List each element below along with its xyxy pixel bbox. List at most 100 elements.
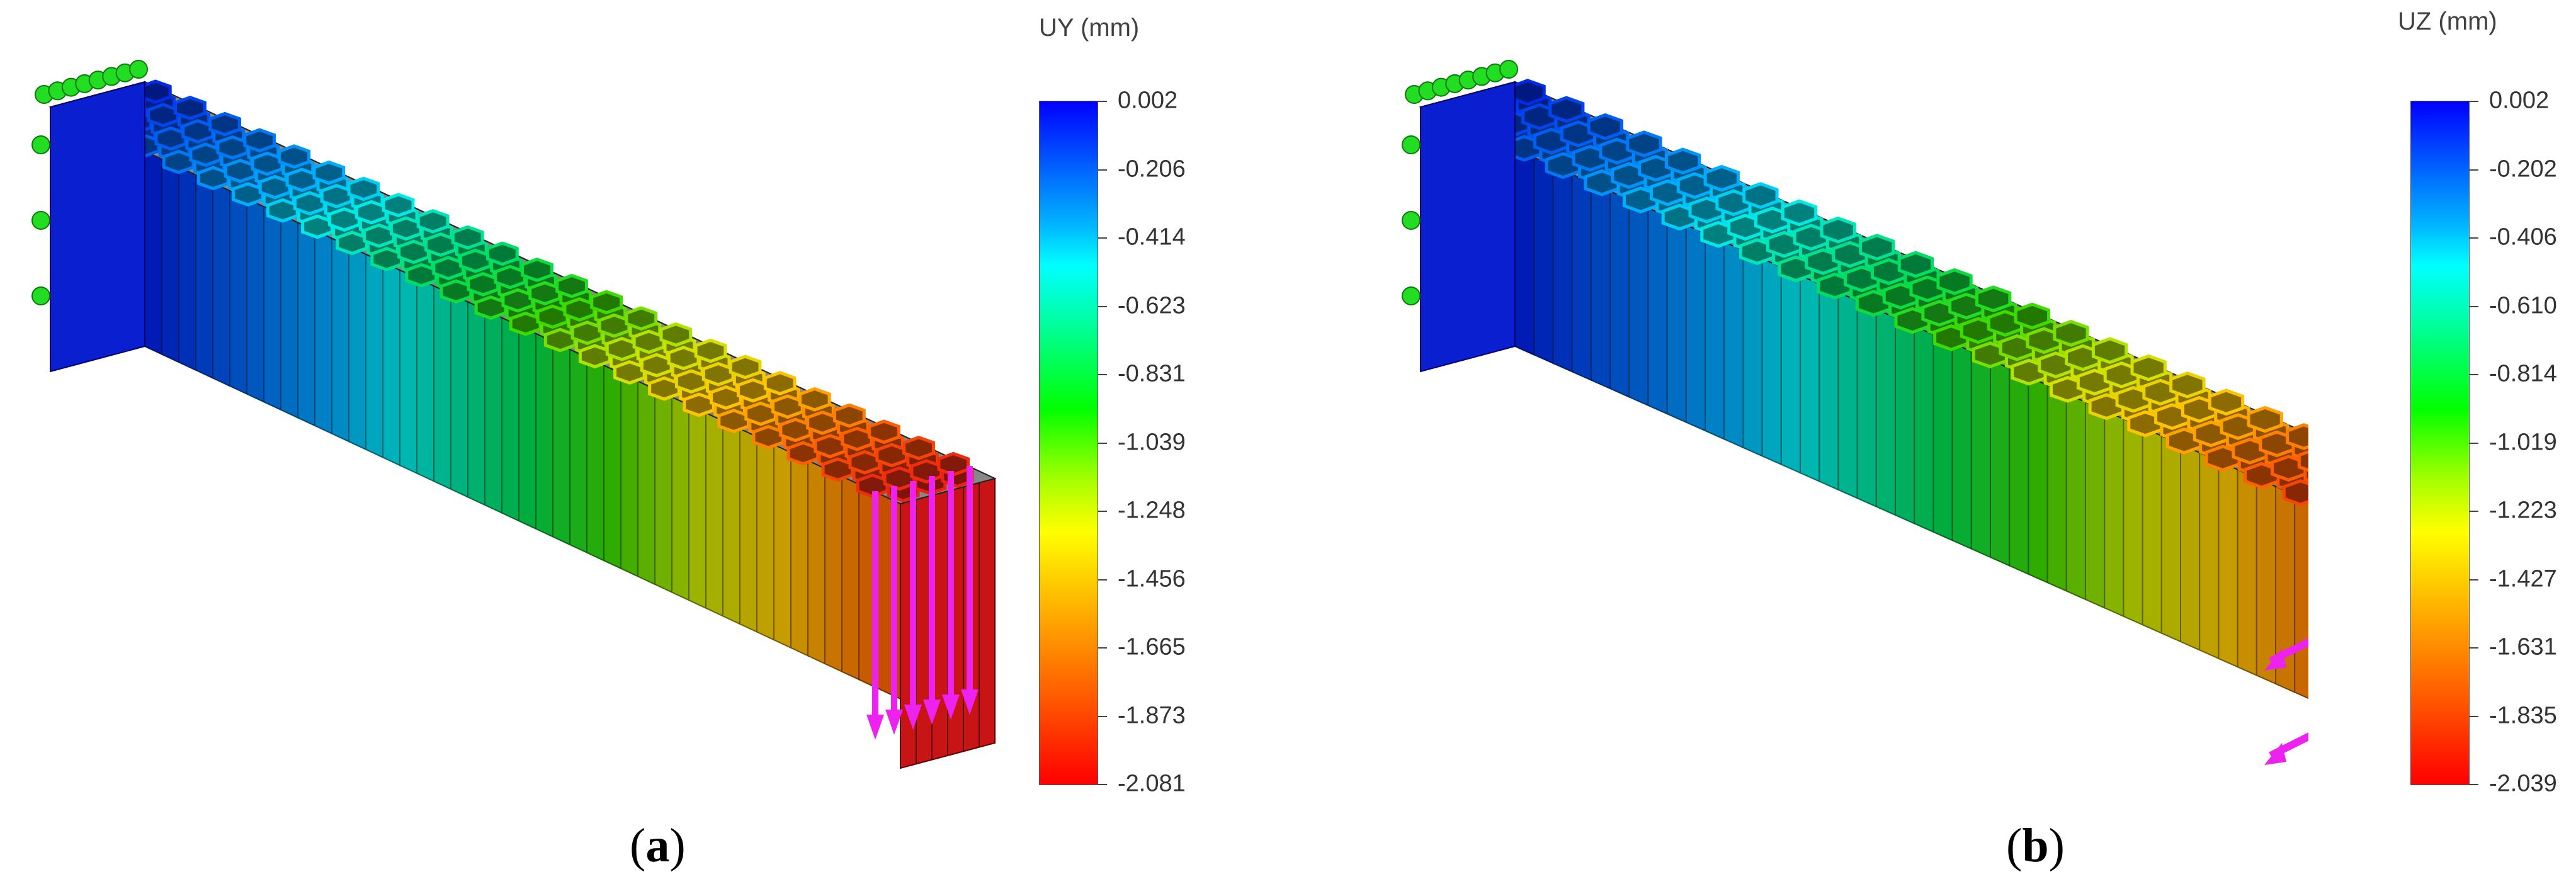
- scale-tick-label: -0.406: [2489, 224, 2557, 251]
- scale-tick-label: 0.002: [2489, 87, 2550, 114]
- load-arrow: [2269, 638, 2308, 665]
- load-arrow-head: [885, 710, 903, 735]
- scale-tick-mark: [1098, 101, 1107, 102]
- load-arrow-head: [923, 700, 941, 725]
- scale-tick-mark: [2470, 647, 2478, 649]
- scale-tick-mark: [1098, 305, 1107, 307]
- honeycomb-cell: [528, 281, 562, 306]
- honeycomb-cell: [474, 295, 508, 320]
- scale-tick-label: -0.814: [2489, 360, 2557, 387]
- honeycomb-cell: [459, 248, 492, 273]
- honeycomb-cell: [216, 135, 249, 160]
- honeycomb-cell: [336, 230, 368, 256]
- scale-tick-label: -2.039: [2489, 770, 2557, 797]
- honeycomb-cell: [397, 239, 430, 264]
- honeycomb-cell: [258, 174, 292, 200]
- load-arrow-head: [942, 694, 960, 720]
- scale-tick-mark: [1098, 715, 1107, 717]
- scale-tick-mark: [2470, 579, 2478, 581]
- honeycomb-cell: [752, 424, 785, 450]
- honeycomb-cell: [1587, 113, 1624, 140]
- panel-a: UY (mm) 0.002 -0.206 -0.414 -0.623 -0.831 -1.…: [31, 14, 1186, 872]
- honeycomb-cell: [694, 338, 727, 363]
- honeycomb-cell: [555, 273, 588, 298]
- honeycomb-cell: [1820, 216, 1856, 244]
- honeycomb-beam-model: [31, 60, 997, 769]
- scale-tick-mark: [2470, 715, 2478, 717]
- honeycomb-cell: [821, 457, 854, 482]
- honeycomb-cell: [278, 144, 311, 169]
- scale-tick-label: -1.835: [2489, 702, 2557, 728]
- honeycomb-cell: [231, 182, 264, 207]
- honeycomb-cell: [701, 361, 735, 387]
- fixture-icon: [1402, 135, 1421, 154]
- panel-caption: (b): [2006, 819, 2065, 872]
- honeycomb-cell: [902, 436, 935, 460]
- honeycomb-cell: [301, 214, 334, 239]
- scale-tick-mark: [1098, 647, 1107, 649]
- scale-tick-mark: [2470, 442, 2478, 444]
- honeycomb-cell: [1781, 199, 1818, 227]
- honeycomb-cell: [389, 216, 423, 241]
- scale-tick-label: -1.427: [2489, 565, 2557, 592]
- scale-tick-label: -0.414: [1118, 224, 1186, 251]
- honeycomb-cell: [243, 128, 276, 153]
- honeycomb-cell: [806, 411, 839, 435]
- honeycomb-cell: [648, 376, 681, 401]
- honeycomb-cell: [667, 346, 700, 370]
- scale-tick-label: -0.206: [1118, 156, 1186, 182]
- honeycomb-cell: [1664, 147, 1701, 175]
- fixture-icon: [129, 60, 148, 79]
- scale-tick-label: -1.248: [1118, 497, 1186, 524]
- honeycomb-cell: [224, 159, 257, 183]
- scale-tick-label: -1.223: [2489, 497, 2557, 524]
- honeycomb-cell: [154, 126, 188, 151]
- honeycomb-cell: [2208, 388, 2245, 416]
- honeycomb-cell: [2297, 450, 2308, 472]
- honeycomb-cell: [841, 426, 874, 451]
- honeycomb-cell: [501, 288, 535, 313]
- honeycomb-cell: [1897, 251, 1934, 278]
- load-arrow-head: [2264, 649, 2286, 671]
- honeycomb-cell: [363, 223, 395, 248]
- honeycomb-cell: [370, 247, 404, 271]
- honeycomb-cell: [832, 403, 866, 428]
- honeycomb-cell: [563, 297, 596, 322]
- honeycomb-cell: [162, 149, 195, 174]
- honeycomb-cell: [659, 322, 693, 347]
- scale-tick-label: -1.456: [1118, 565, 1186, 592]
- fixture-icon: [31, 211, 50, 230]
- honeycomb-cell: [736, 378, 769, 403]
- honeycomb-cell: [578, 344, 611, 369]
- scale-tick-mark: [2470, 784, 2478, 785]
- honeycomb-cell: [320, 184, 353, 208]
- honeycomb-cell: [485, 241, 519, 266]
- fixture-icon: [31, 135, 50, 154]
- honeycomb-cell: [147, 103, 179, 128]
- honeycomb-cell: [405, 263, 438, 288]
- load-arrow-head: [961, 689, 979, 715]
- fixture-icon: [1402, 211, 1421, 230]
- honeycomb-cell: [717, 409, 751, 433]
- scale-tick-label: -1.665: [1118, 633, 1186, 660]
- honeycomb-cell: [174, 96, 207, 120]
- honeycomb-cell: [1936, 268, 1973, 295]
- honeycomb-cell: [625, 306, 658, 331]
- honeycomb-cell: [416, 209, 450, 234]
- honeycomb-cell: [1742, 182, 1779, 209]
- honeycomb-cell: [2053, 320, 2089, 347]
- honeycomb-cell: [181, 119, 215, 144]
- honeycomb-cell: [543, 327, 577, 353]
- honeycomb-cell: [266, 198, 299, 223]
- honeycomb-cell: [1975, 285, 2012, 313]
- honeycomb-cell: [605, 336, 638, 361]
- scale-tick-mark: [2470, 511, 2478, 512]
- honeycomb-cell: [285, 167, 319, 193]
- honeycomb-cell: [779, 417, 812, 443]
- color-scale-bar: [2410, 101, 2470, 785]
- scale-tick-label: -2.081: [1118, 770, 1186, 797]
- scale-tick-label: -0.610: [2489, 292, 2557, 319]
- scale-tick-mark: [2470, 169, 2478, 171]
- beam-fixed-face: [50, 81, 145, 373]
- honeycomb-cell: [424, 232, 457, 257]
